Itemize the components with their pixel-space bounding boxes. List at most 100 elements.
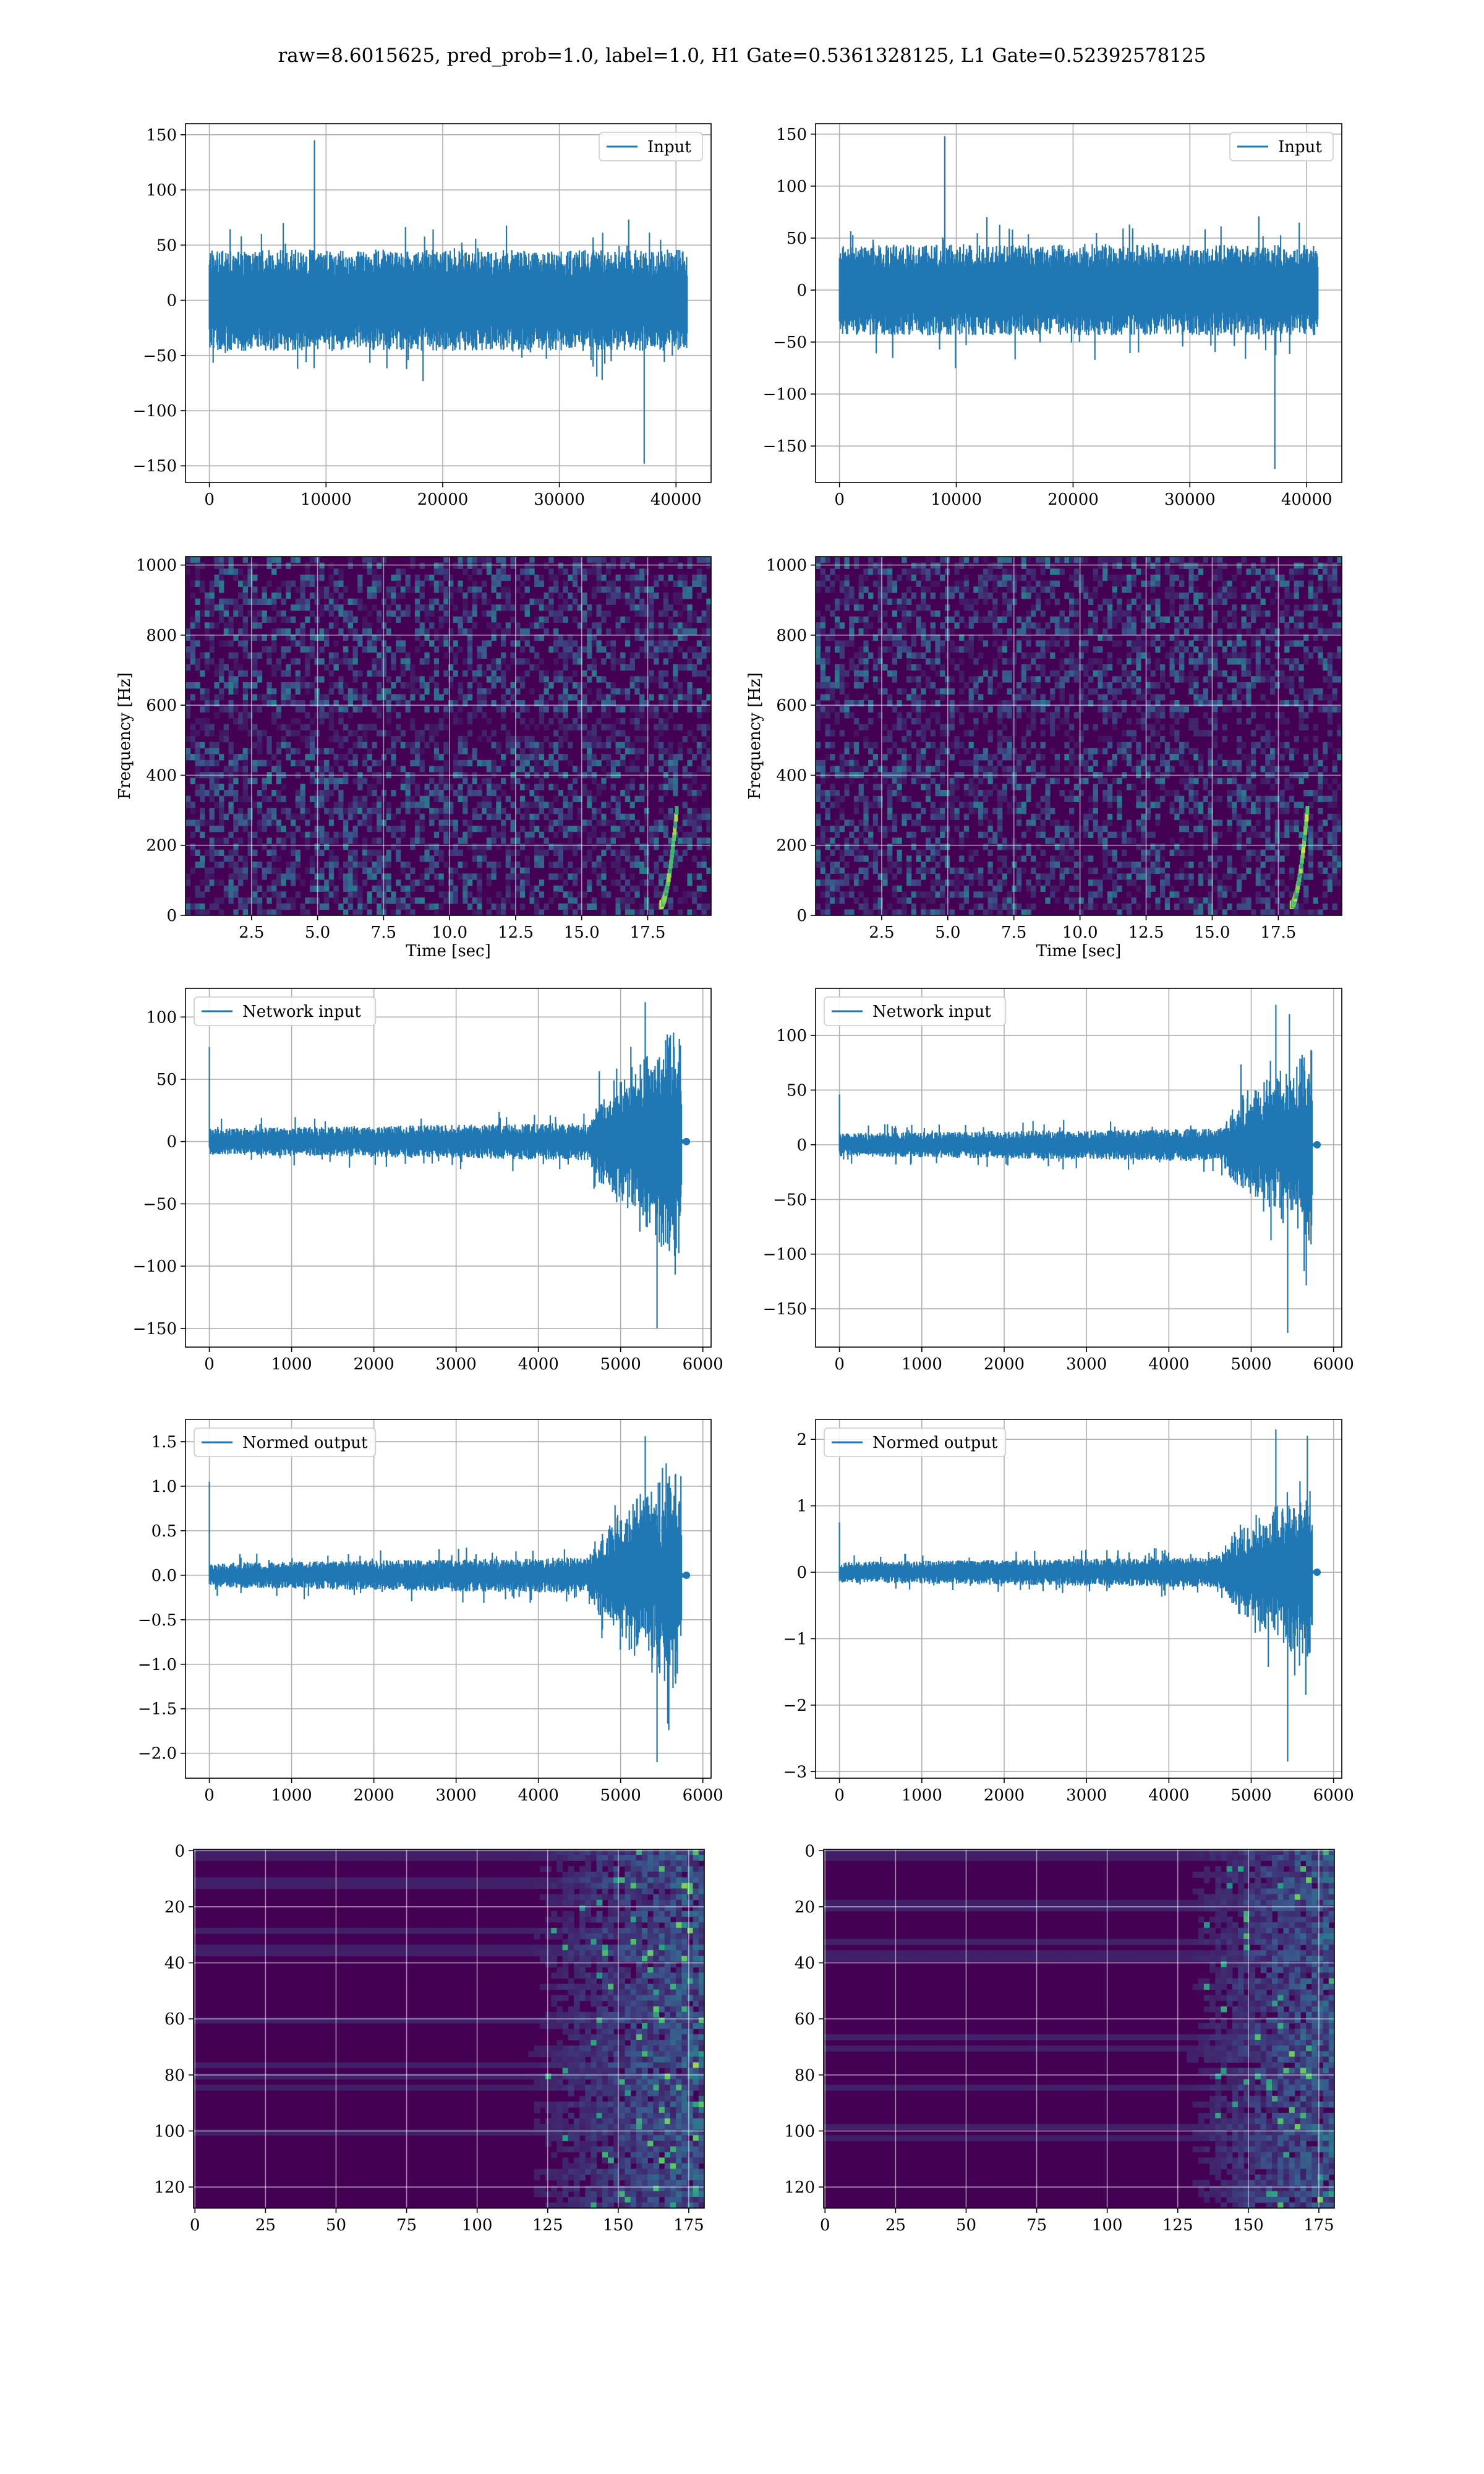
y-axis-label: Frequency [Hz] xyxy=(116,672,134,800)
y-tick-label: 400 xyxy=(776,766,807,785)
legend: Normed output xyxy=(824,1427,1007,1457)
x-tick-label: 6000 xyxy=(683,1786,723,1805)
series-end-marker xyxy=(683,1571,691,1579)
legend: Network input xyxy=(194,996,377,1026)
legend-entry: Normed output xyxy=(242,1434,368,1452)
x-axis-label: Time [sec] xyxy=(1036,942,1122,961)
panel-network-input-l1: 0 1000 2000 3000 4000 5000 6000 −150 −100 −50 0 50 1… xyxy=(763,988,1354,1374)
x-tick-label: 1000 xyxy=(271,1786,312,1805)
legend-entry: Normed output xyxy=(872,1434,998,1452)
axes-frame xyxy=(815,556,1342,916)
x-tick-label: 5.0 xyxy=(935,923,960,942)
x-tick-label: 40000 xyxy=(1281,490,1333,509)
x-tick-label: 30000 xyxy=(534,490,585,509)
y-tick-label: −2 xyxy=(783,1697,807,1715)
y-tick-label: −50 xyxy=(773,333,807,352)
y-tick-label: 100 xyxy=(146,181,177,200)
y-tick-label: 120 xyxy=(784,2178,815,2197)
y-tick-label: 0 xyxy=(804,1842,815,1860)
grid xyxy=(824,1849,1334,2208)
x-tick-label: 2000 xyxy=(984,1355,1025,1374)
x-tick-label: 0 xyxy=(190,2216,200,2235)
x-tick-label: 12.5 xyxy=(1128,923,1164,942)
x-tick-label: 175 xyxy=(1303,2216,1334,2235)
legend-entry: Input xyxy=(647,138,691,156)
y-tick-label: −3 xyxy=(783,1763,807,1781)
y-tick-label: 80 xyxy=(795,2066,815,2085)
x-tick-label: 5000 xyxy=(600,1355,641,1374)
y-tick-label: 0.5 xyxy=(151,1522,177,1541)
y-tick-label: −150 xyxy=(133,457,177,476)
axes-frame xyxy=(815,123,1342,483)
y-tick-label: 50 xyxy=(156,236,177,255)
x-tick-label: 15.0 xyxy=(1195,923,1230,942)
y-tick-label: 0 xyxy=(796,907,807,925)
y-tick-label: −150 xyxy=(763,1300,807,1319)
series-line xyxy=(208,140,688,464)
x-tick-label: 4000 xyxy=(518,1786,559,1805)
panel-normed-output-l1: 0 1000 2000 3000 4000 5000 6000 −3 −2 −1 0 1 2 Normed… xyxy=(783,1419,1354,1805)
y-tick-label: −50 xyxy=(773,1191,807,1209)
grid xyxy=(186,1419,711,1778)
x-tick-label: 3000 xyxy=(1066,1786,1107,1805)
y-tick-label: 0 xyxy=(166,1133,177,1152)
panel-input-h1: 0 10000 20000 30000 40000 −150 −100 −50 0 50 100 15… xyxy=(133,123,712,509)
y-tick-label: −100 xyxy=(763,1246,807,1264)
y-tick-label: −100 xyxy=(133,402,177,421)
y-tick-label: 800 xyxy=(776,627,807,645)
y-tick-label: 150 xyxy=(776,126,807,144)
figure-title: raw=8.6015625, pred_prob=1.0, label=1.0,… xyxy=(278,45,1206,67)
x-tick-label: 25 xyxy=(255,2216,276,2235)
x-tick-label: 2000 xyxy=(354,1355,394,1374)
y-tick-label: −50 xyxy=(143,347,177,366)
grid xyxy=(194,1849,704,2208)
y-tick-label: 60 xyxy=(795,2010,815,2029)
y-tick-label: 100 xyxy=(776,1027,807,1045)
x-tick-label: 4000 xyxy=(518,1355,559,1374)
y-tick-label: 0 xyxy=(166,292,177,310)
y-tick-label: −0.5 xyxy=(138,1611,177,1630)
legend-entry: Network input xyxy=(872,1003,991,1021)
panel-normed-output-h1: 0 1000 2000 3000 4000 5000 6000 −2.0 −1.5 −1.0 −0.… xyxy=(138,1419,723,1805)
panel-network-input-h1: 0 1000 2000 3000 4000 5000 6000 −150 −100 −50 0 50 1… xyxy=(133,988,723,1374)
series-end-marker xyxy=(683,1137,691,1145)
y-tick-label: 2 xyxy=(796,1431,807,1449)
x-tick-label: 0 xyxy=(204,1786,215,1805)
y-tick-label: 50 xyxy=(156,1071,177,1089)
series-end-marker xyxy=(1313,1569,1321,1577)
axes-frame xyxy=(185,556,712,916)
x-tick-label: 0 xyxy=(834,1786,845,1805)
axes-frame xyxy=(185,1419,712,1779)
x-tick-label: 1000 xyxy=(902,1786,942,1805)
y-tick-label: −50 xyxy=(143,1195,177,1213)
x-tick-label: 0 xyxy=(204,1355,215,1374)
x-tick-label: 12.5 xyxy=(498,923,534,942)
x-tick-label: 0 xyxy=(834,490,845,509)
y-tick-label: 80 xyxy=(164,2066,185,2085)
x-tick-label: 100 xyxy=(462,2216,493,2235)
y-tick-label: 800 xyxy=(146,627,177,645)
legend-entry: Input xyxy=(1278,138,1322,156)
x-tick-label: 10000 xyxy=(931,490,982,509)
x-tick-label: 7.5 xyxy=(1001,923,1026,942)
y-tick-label: 600 xyxy=(146,696,177,715)
x-tick-label: 1000 xyxy=(271,1355,312,1374)
panel-spectrogram-h1: 2.5 5.0 7.5 10.0 12.5 15.0 17.5 0 200 400 600 800 10… xyxy=(116,556,712,961)
y-tick-label: 1 xyxy=(796,1497,807,1516)
x-tick-label: 5.0 xyxy=(305,923,330,942)
x-tick-label: 10.0 xyxy=(1062,923,1098,942)
y-tick-label: 600 xyxy=(776,696,807,715)
x-tick-label: 17.5 xyxy=(1260,923,1296,942)
x-tick-label: 2.5 xyxy=(869,923,894,942)
x-tick-label: 0 xyxy=(820,2216,830,2235)
x-tick-label: 50 xyxy=(956,2216,976,2235)
panel-feature-map-h1: 0 25 50 75 100 125 150 175 0 20 40 60 80 100 120 xyxy=(154,1842,705,2235)
x-tick-label: 0 xyxy=(834,1355,845,1374)
y-tick-label: 100 xyxy=(784,2122,815,2141)
y-tick-label: 0 xyxy=(796,1136,807,1155)
x-tick-label: 125 xyxy=(1162,2216,1193,2235)
y-tick-label: 60 xyxy=(164,2010,185,2029)
legend-entry: Network input xyxy=(242,1003,361,1021)
y-tick-label: 20 xyxy=(795,1898,815,1917)
y-tick-label: −150 xyxy=(763,437,807,456)
